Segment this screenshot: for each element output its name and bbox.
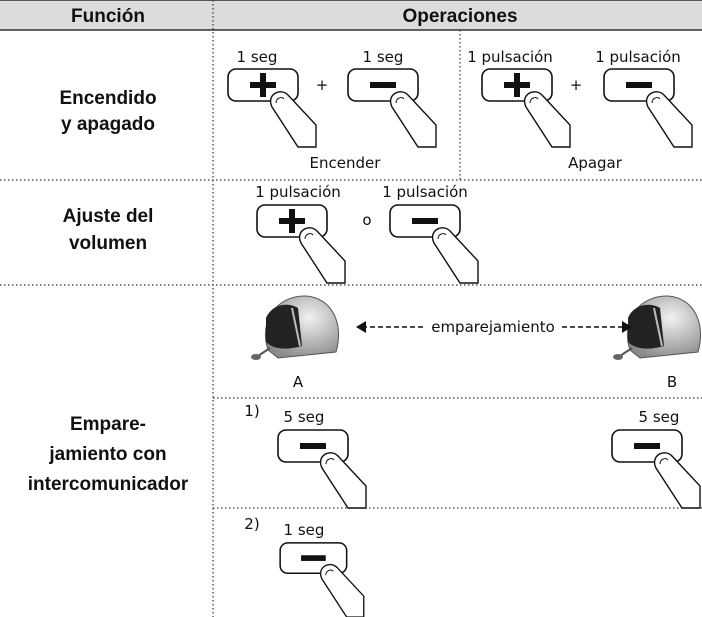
header-operations: Operaciones [402, 6, 517, 27]
button-minus [347, 68, 437, 148]
helmet-label: A [293, 373, 304, 391]
caption: Apagar [568, 154, 623, 172]
button-minus [611, 429, 701, 509]
joiner: + [316, 76, 329, 94]
function-label: volumen [69, 233, 147, 254]
button-plus [256, 204, 346, 284]
press-label: 1 seg [363, 48, 404, 66]
press-label: 5 seg [639, 408, 680, 426]
function-label: Empare- [70, 414, 146, 435]
header-function: Función [71, 6, 145, 27]
step-number: 1) [244, 402, 259, 420]
helmet-label: B [667, 373, 677, 391]
press-label: 1 seg [284, 521, 325, 539]
button-plus [227, 68, 317, 148]
function-label: Encendido [59, 88, 156, 109]
function-label: jamiento con [48, 444, 166, 465]
joiner: o [362, 211, 371, 229]
helmet [250, 294, 340, 361]
caption: Encender [310, 154, 382, 172]
function-label: intercomunicador [28, 474, 189, 495]
press-label: 5 seg [284, 408, 325, 426]
function-label: Ajuste del [63, 206, 154, 227]
press-label: 1 seg [237, 48, 278, 66]
press-label: 1 pulsación [595, 48, 681, 66]
button-minus [389, 204, 479, 284]
step-number: 2) [244, 515, 259, 533]
header-bg [0, 0, 702, 30]
press-label: 1 pulsación [255, 183, 341, 201]
button-minus [277, 429, 367, 509]
button-plus [481, 68, 571, 148]
button-minus [279, 542, 365, 617]
press-label: 1 pulsación [382, 183, 468, 201]
function-label: y apagado [61, 114, 155, 135]
press-label: 1 pulsación [467, 48, 553, 66]
pairing-arrow [356, 321, 632, 333]
joiner: + [570, 76, 583, 94]
button-minus [603, 68, 693, 148]
pairing-label: emparejamiento [431, 318, 555, 336]
